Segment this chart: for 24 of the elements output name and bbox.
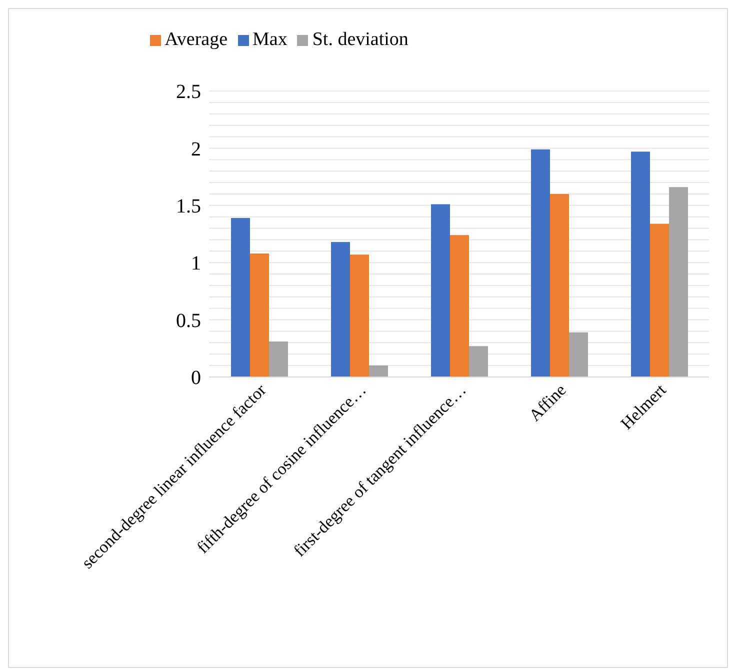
bar xyxy=(269,342,288,377)
y-tick-label: 1 xyxy=(191,252,201,275)
bar xyxy=(531,149,550,377)
y-tick-label: 1.5 xyxy=(176,196,201,218)
bar xyxy=(369,366,388,377)
y-tick-label: 2.5 xyxy=(176,81,201,104)
y-tick-label: 0.5 xyxy=(176,310,201,332)
bar xyxy=(431,204,450,377)
y-tick-label: 0 xyxy=(191,367,201,390)
bar xyxy=(669,187,688,377)
bar xyxy=(450,235,469,377)
y-tick-label: 2 xyxy=(191,138,201,160)
bar xyxy=(250,253,269,377)
bar xyxy=(569,332,588,377)
bar xyxy=(331,242,350,377)
bar xyxy=(469,346,488,377)
legend-label: St. deviation xyxy=(312,29,408,50)
bar xyxy=(650,224,669,377)
legend-label: Max xyxy=(252,29,288,50)
bar xyxy=(231,218,250,377)
bar xyxy=(631,152,650,377)
bar xyxy=(550,194,569,377)
bar xyxy=(350,254,369,377)
legend-label: Average xyxy=(164,29,228,50)
